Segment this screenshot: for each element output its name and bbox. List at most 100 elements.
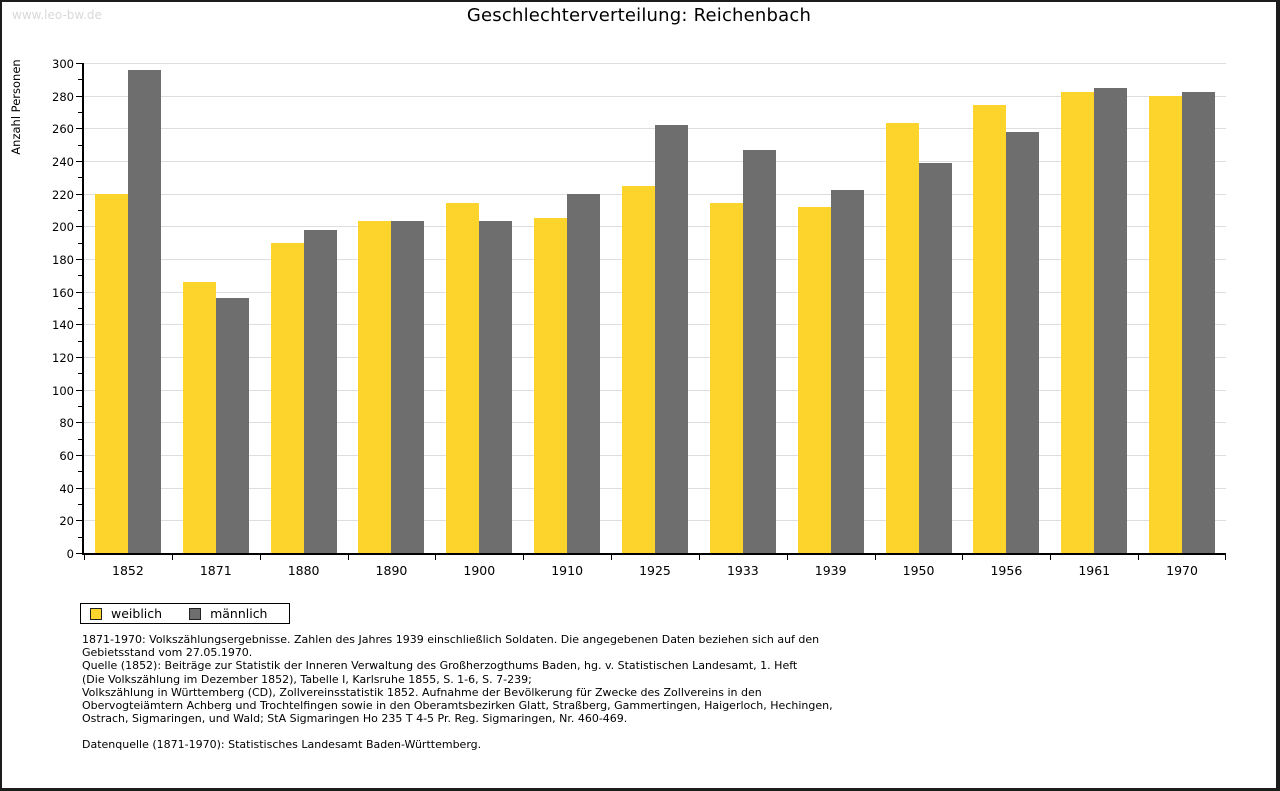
bar-weiblich-1871 bbox=[182, 281, 216, 553]
x-axis-label-1871: 1871 bbox=[199, 563, 232, 578]
y-axis-minor-tick bbox=[78, 406, 82, 407]
y-axis-tick bbox=[76, 128, 82, 130]
bar-weiblich-1933 bbox=[709, 203, 743, 553]
y-axis-tick-label: 300 bbox=[52, 57, 74, 71]
plot-area: 0 20 40 60 80 100 120 140 160 180 200 220 240 260 280 3… bbox=[52, 57, 1226, 578]
y-axis-tick-label: 280 bbox=[52, 89, 74, 104]
legend-item-maennlich: männlich bbox=[189, 606, 285, 621]
bar-weiblich-1956 bbox=[973, 105, 1007, 553]
x-axis-label-1925: 1925 bbox=[639, 563, 671, 578]
footnote-line: Volkszählung in Württemberg (CD), Zollve… bbox=[82, 685, 762, 699]
y-axis-minor-tick bbox=[78, 144, 82, 146]
legend-swatch-weiblich bbox=[90, 607, 102, 620]
legend-label-weiblich: weiblich bbox=[111, 606, 163, 621]
bar-männlich-1910 bbox=[567, 193, 601, 553]
bar-weiblich-1925 bbox=[622, 185, 655, 553]
y-axis-minor-tick bbox=[78, 438, 82, 440]
legend: weiblich männlich bbox=[80, 603, 290, 624]
y-axis-minor-tick bbox=[78, 79, 82, 81]
x-axis-tick bbox=[962, 555, 964, 560]
bar-männlich-1970 bbox=[1182, 92, 1216, 553]
footnote-line: Quelle (1852): Beiträge zur Statistik de… bbox=[82, 659, 798, 673]
legend-label-maennlich: männlich bbox=[210, 606, 268, 621]
bar-männlich-1925 bbox=[655, 125, 688, 553]
bar-männlich-1852 bbox=[127, 69, 161, 553]
x-axis-tick bbox=[786, 555, 788, 560]
y-axis-minor-tick bbox=[78, 340, 82, 342]
bar-männlich-1871 bbox=[215, 298, 249, 553]
x-axis-label-1933: 1933 bbox=[726, 563, 759, 578]
x-axis-tick bbox=[1138, 555, 1140, 560]
x-axis-label-1970: 1970 bbox=[1166, 563, 1198, 578]
y-axis-minor-tick bbox=[78, 504, 82, 505]
y-axis-minor-tick bbox=[78, 210, 82, 211]
y-axis-tick bbox=[76, 487, 82, 489]
footnote-datasource: Datenquelle (1871-1970): Statistisches L… bbox=[82, 738, 482, 752]
legend-swatch-maennlich bbox=[189, 607, 202, 620]
bar-weiblich-1900 bbox=[446, 203, 480, 553]
y-axis-tick bbox=[76, 259, 82, 260]
bar-weiblich-1910 bbox=[534, 218, 568, 553]
bar-weiblich-1852 bbox=[94, 193, 128, 553]
y-axis-tick bbox=[76, 324, 82, 326]
x-axis-tick bbox=[171, 555, 173, 560]
y-axis-tick-label: 220 bbox=[52, 187, 74, 202]
footnotes: 1871-1970: Volkszählungsergebnisse. Zahl… bbox=[82, 633, 1202, 752]
y-axis-tick-label: 20 bbox=[59, 514, 74, 529]
y-axis-label: Anzahl Personen bbox=[9, 59, 23, 155]
y-axis-minor-tick bbox=[78, 177, 82, 179]
bar-männlich-1950 bbox=[918, 162, 952, 553]
y-axis-tick-label: 160 bbox=[52, 285, 74, 300]
gridline bbox=[84, 63, 1226, 64]
y-axis-tick-label: 120 bbox=[52, 351, 74, 365]
bar-weiblich-1961 bbox=[1061, 92, 1095, 553]
x-axis-tick bbox=[259, 555, 261, 560]
y-axis-tick bbox=[76, 520, 82, 522]
y-axis-minor-tick bbox=[78, 308, 82, 309]
y-axis-tick bbox=[76, 389, 82, 391]
y-axis-tick-label: 100 bbox=[52, 383, 74, 398]
footnote-line: Obervogteiämtern Achberg und Trochtelfin… bbox=[82, 699, 833, 713]
y-axis-tick bbox=[76, 291, 82, 293]
y-axis-tick bbox=[76, 161, 82, 162]
y-axis-minor-tick bbox=[78, 242, 82, 244]
y-axis-minor-tick bbox=[78, 536, 82, 538]
bar-weiblich-1970 bbox=[1149, 95, 1183, 553]
bar-männlich-1900 bbox=[479, 221, 513, 553]
x-axis-label-1950: 1950 bbox=[902, 563, 935, 578]
bar-weiblich-1880 bbox=[270, 242, 304, 553]
y-axis-tick bbox=[76, 226, 82, 228]
x-axis-tick bbox=[1225, 555, 1226, 560]
x-axis-tick bbox=[435, 555, 437, 560]
y-axis-tick-label: 140 bbox=[52, 318, 74, 333]
x-axis-tick bbox=[874, 555, 876, 560]
footnote-line: 1871-1970: Volkszählungsergebnisse. Zahl… bbox=[82, 633, 820, 646]
footnote-line: Gebietsstand vom 27.05.1970. bbox=[82, 646, 253, 660]
x-axis-label-1880: 1880 bbox=[287, 563, 320, 578]
y-axis-minor-tick bbox=[78, 275, 82, 277]
x-axis-tick bbox=[347, 555, 349, 560]
bar-männlich-1933 bbox=[742, 149, 776, 553]
footnote-spacer bbox=[82, 725, 1202, 738]
watermark: www.leo-bw.de bbox=[12, 8, 102, 22]
x-axis-label-1852: 1852 bbox=[112, 563, 144, 578]
bar-männlich-1939 bbox=[830, 190, 864, 553]
y-axis-minor-tick bbox=[78, 471, 82, 473]
x-axis-tick bbox=[84, 555, 85, 560]
bar-männlich-1956 bbox=[1006, 131, 1040, 553]
y-axis-minor-tick bbox=[78, 373, 82, 375]
y-axis-tick bbox=[76, 357, 82, 358]
y-axis-tick bbox=[76, 422, 82, 424]
y-axis-tick-label: 240 bbox=[52, 155, 74, 169]
x-axis-tick bbox=[523, 555, 525, 560]
x-axis-tick bbox=[1050, 555, 1052, 560]
y-axis-tick bbox=[76, 95, 82, 97]
legend-item-weiblich: weiblich bbox=[90, 606, 180, 621]
gridline bbox=[84, 95, 1226, 97]
x-axis-label-1939: 1939 bbox=[814, 563, 847, 578]
y-axis-tick bbox=[76, 553, 82, 554]
bar-weiblich-1890 bbox=[358, 221, 392, 553]
footnote-line: Ostrach, Sigmaringen, und Wald; StA Sigm… bbox=[82, 712, 628, 726]
x-axis-label-1956: 1956 bbox=[990, 563, 1023, 578]
y-axis-tick-label: 40 bbox=[59, 481, 74, 496]
